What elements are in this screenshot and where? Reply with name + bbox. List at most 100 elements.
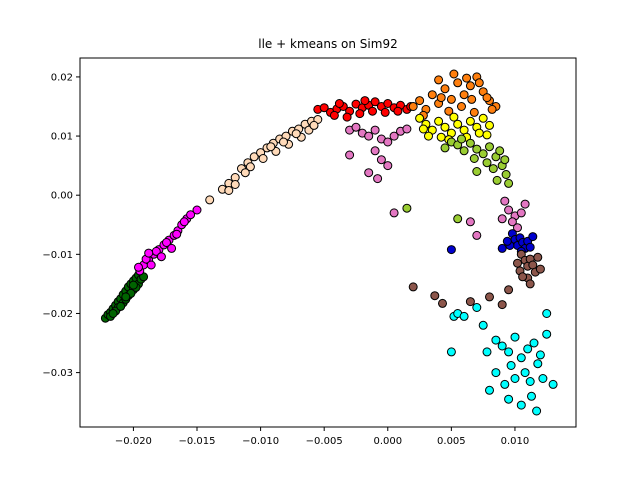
data-point bbox=[408, 282, 418, 292]
data-point bbox=[500, 155, 510, 165]
chart-title: lle + kmeans on Sim92 bbox=[258, 37, 397, 51]
data-point bbox=[487, 104, 497, 114]
data-point bbox=[146, 260, 156, 270]
data-point bbox=[134, 262, 143, 272]
data-point bbox=[438, 298, 447, 308]
data-point bbox=[368, 106, 377, 116]
data-point bbox=[334, 99, 344, 108]
data-point bbox=[516, 353, 526, 363]
data-point bbox=[309, 120, 319, 130]
data-point bbox=[459, 90, 469, 100]
data-point bbox=[108, 309, 118, 318]
data-point bbox=[446, 245, 456, 255]
data-point bbox=[453, 214, 463, 224]
data-point bbox=[370, 146, 380, 156]
x-tick-label: −0.015 bbox=[178, 436, 215, 447]
data-point bbox=[485, 292, 494, 302]
data-point bbox=[360, 96, 370, 106]
y-axis: 0.02 0.01 0.00 −0.01 −0.02 −0.03 bbox=[42, 72, 80, 379]
data-point bbox=[167, 243, 177, 253]
data-point bbox=[462, 73, 472, 83]
data-point bbox=[459, 311, 469, 321]
data-point bbox=[393, 106, 403, 116]
data-point bbox=[418, 124, 428, 134]
data-point bbox=[279, 137, 288, 147]
data-point bbox=[507, 217, 517, 227]
data-point bbox=[389, 131, 399, 141]
data-point bbox=[192, 205, 202, 215]
data-point bbox=[319, 103, 329, 113]
data-point bbox=[355, 109, 365, 119]
data-point bbox=[266, 142, 276, 152]
data-point bbox=[500, 379, 510, 389]
data-point bbox=[453, 119, 463, 129]
data-point bbox=[389, 208, 399, 218]
plot-area-frame bbox=[79, 57, 577, 428]
data-point bbox=[402, 203, 412, 213]
y-tick-label: 0.02 bbox=[51, 72, 73, 83]
y-tick-label: −0.02 bbox=[42, 309, 73, 320]
y-tick-label: 0.00 bbox=[51, 191, 73, 202]
data-point bbox=[402, 124, 412, 134]
x-tick-label: −0.005 bbox=[306, 436, 343, 447]
x-axis: −0.020 −0.015 −0.010 −0.005 0.000 0.005 0.010 bbox=[115, 427, 529, 447]
y-tick-label: 0.01 bbox=[51, 132, 73, 143]
data-point bbox=[513, 258, 522, 268]
y-tick-label: −0.03 bbox=[42, 368, 73, 379]
data-point bbox=[500, 196, 510, 206]
data-point bbox=[533, 252, 543, 262]
data-point bbox=[434, 116, 444, 126]
data-point bbox=[245, 162, 255, 172]
data-point bbox=[364, 131, 374, 141]
data-point bbox=[436, 93, 446, 103]
data-point bbox=[472, 230, 482, 240]
data-point bbox=[532, 406, 542, 416]
data-point bbox=[520, 368, 530, 378]
data-point bbox=[376, 155, 386, 165]
data-point bbox=[383, 137, 393, 147]
data-point bbox=[434, 75, 444, 85]
data-point bbox=[518, 272, 528, 282]
data-point bbox=[482, 158, 492, 168]
data-point bbox=[482, 130, 492, 140]
data-point bbox=[224, 186, 234, 195]
data-point bbox=[465, 116, 475, 126]
data-point bbox=[482, 347, 492, 357]
data-point bbox=[179, 217, 189, 227]
data-point bbox=[329, 110, 339, 120]
data-point bbox=[497, 243, 507, 253]
data-point bbox=[510, 332, 520, 342]
data-point bbox=[162, 238, 171, 247]
data-point bbox=[535, 264, 545, 274]
x-tick-label: 0.010 bbox=[501, 436, 530, 447]
data-point bbox=[497, 300, 507, 310]
data-point bbox=[542, 329, 552, 339]
data-point bbox=[501, 170, 511, 179]
data-point bbox=[415, 113, 425, 123]
data-point bbox=[364, 168, 374, 178]
data-point bbox=[535, 350, 545, 360]
x-tick-label: 0.005 bbox=[437, 436, 466, 447]
data-point bbox=[525, 377, 535, 386]
data-point bbox=[351, 122, 361, 132]
data-point bbox=[427, 90, 437, 100]
data-point bbox=[478, 149, 488, 159]
data-point bbox=[144, 248, 154, 258]
data-point bbox=[485, 120, 494, 130]
x-tick-label: −0.010 bbox=[242, 436, 279, 447]
data-point bbox=[504, 285, 514, 295]
data-point bbox=[474, 128, 484, 138]
data-point bbox=[469, 154, 479, 163]
data-point bbox=[492, 175, 502, 185]
data-point bbox=[156, 252, 166, 262]
data-point bbox=[121, 292, 131, 302]
data-point bbox=[249, 152, 259, 162]
data-point bbox=[408, 102, 418, 111]
data-point bbox=[478, 320, 488, 330]
data-point bbox=[440, 122, 450, 132]
data-point bbox=[482, 93, 492, 103]
data-point bbox=[230, 180, 240, 189]
data-point bbox=[538, 374, 548, 383]
data-point bbox=[513, 223, 522, 233]
